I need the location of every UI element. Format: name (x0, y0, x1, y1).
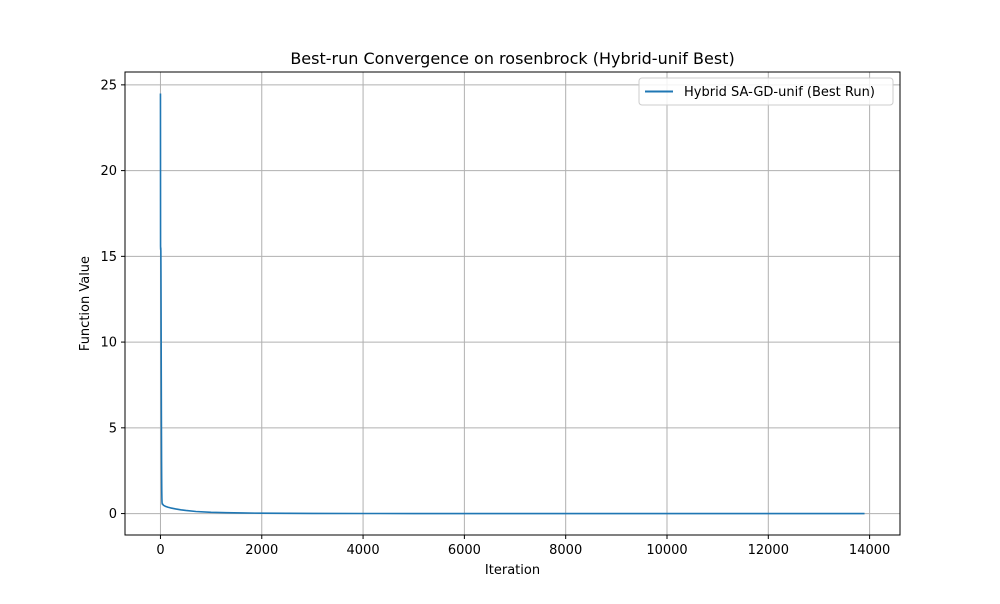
plot-frame (124, 71, 901, 536)
x-tick-label: 2000 (245, 543, 278, 558)
y-tick-label: 15 (100, 250, 117, 265)
x-axis-ticks: 0 2000 4000 6000 8000 10000 12000 14000 (156, 535, 890, 558)
y-tick-label: 10 (100, 336, 117, 351)
x-tick-label: 10000 (646, 543, 687, 558)
y-axis-label: Function Value (78, 256, 93, 351)
legend-box (638, 77, 894, 106)
x-tick-label: 8000 (549, 543, 582, 558)
series-line (159, 93, 865, 515)
x-tick-label: 14000 (849, 543, 890, 558)
x-tick-label: 6000 (448, 543, 481, 558)
y-tick-label: 0 (109, 507, 117, 522)
x-tick-label: 12000 (748, 543, 789, 558)
x-axis-label: Iteration (485, 563, 540, 578)
series-layer (159, 93, 865, 515)
x-tick-label: 0 (156, 543, 164, 558)
x-tick-label: 4000 (347, 543, 380, 558)
legend: Hybrid SA-GD-unif (Best Run) (638, 77, 894, 106)
y-tick-label: 25 (100, 78, 117, 93)
plot-area (125, 72, 900, 535)
y-tick-label: 20 (100, 164, 117, 179)
y-tick-label: 5 (109, 421, 117, 436)
y-axis-ticks: 0 5 10 15 20 25 (100, 78, 125, 522)
chart-title: Best-run Convergence on rosenbrock (Hybr… (290, 49, 734, 68)
legend-label: Hybrid SA-GD-unif (Best Run) (684, 85, 875, 100)
